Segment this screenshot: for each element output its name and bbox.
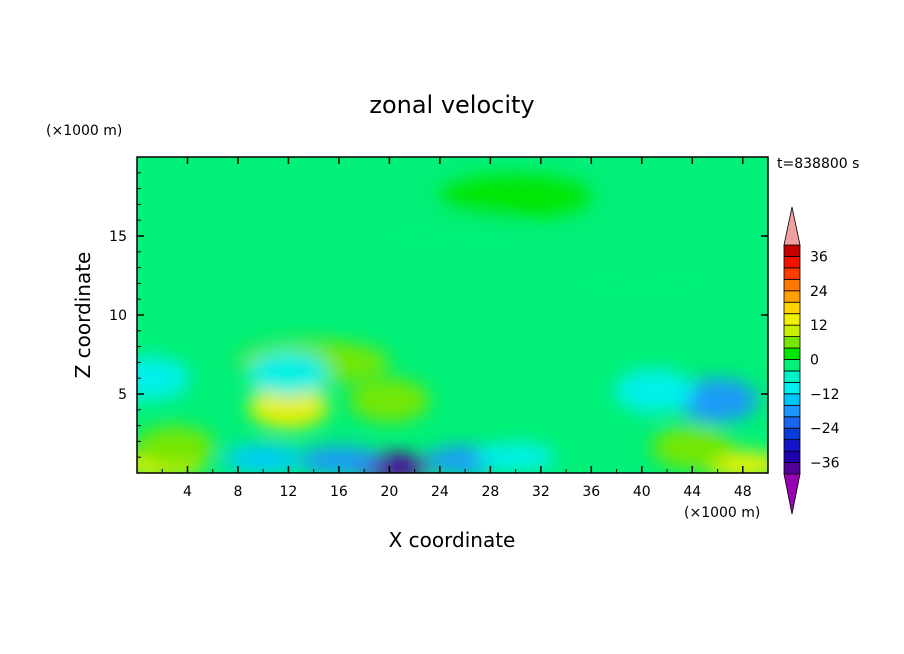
- field-region: [222, 444, 304, 473]
- colorbar-segment: [783, 359, 801, 372]
- x-tick-label: 20: [380, 484, 398, 500]
- colorbar-segment: [783, 381, 801, 395]
- time-label: t=838800 s: [777, 156, 859, 172]
- colorbar-tick-label: −24: [810, 421, 840, 437]
- colorbar-tick-label: 0: [810, 353, 819, 369]
- field-region: [137, 356, 190, 401]
- x-tick-label: 36: [582, 484, 600, 500]
- colorbar: 36 24 12 0 −12 −24 −36: [783, 206, 840, 515]
- colorbar-segment: [783, 427, 801, 441]
- colorbar-segment: [783, 416, 801, 429]
- field-region: [439, 174, 592, 219]
- y-axis-label: Z coordinate: [71, 252, 95, 379]
- colorbar-segment: [783, 256, 801, 269]
- colorbar-segment: [783, 462, 801, 475]
- colorbar-tick-label: −36: [810, 456, 840, 472]
- colorbar-tick-label: 36: [810, 249, 828, 265]
- colorbar-segment: [783, 278, 801, 292]
- colorbar-segment: [783, 439, 801, 452]
- field-region: [614, 368, 695, 413]
- colorbar-tick-label: 12: [810, 318, 828, 334]
- x-tick-label: 48: [734, 484, 752, 500]
- colorbar-tick-label: −12: [810, 387, 840, 403]
- x-tick-label: 16: [330, 484, 348, 500]
- chart-title: zonal velocity: [369, 91, 534, 119]
- x-tick-label: 44: [683, 484, 701, 500]
- colorbar-tick-label: 24: [810, 284, 828, 300]
- field-region: [248, 384, 329, 429]
- x-axis: 4 8 12 16 20 24 28 32 36 40 44 48: [161, 157, 752, 500]
- field-region: [349, 378, 430, 423]
- colorbar-segment: [783, 450, 801, 463]
- y-tick-label: 5: [118, 387, 127, 403]
- field-region: [298, 446, 380, 473]
- x-axis-label: X coordinate: [389, 528, 516, 552]
- colorbar-segment: [783, 324, 801, 337]
- x-tick-label: 12: [280, 484, 298, 500]
- field-region: [677, 378, 758, 423]
- x-tick-label: 40: [633, 484, 651, 500]
- colorbar-segment: [783, 244, 801, 257]
- x-tick-label: 8: [233, 484, 242, 500]
- velocity-field: [137, 157, 768, 473]
- colorbar-extend-high: [783, 206, 801, 246]
- colorbar-segment: [783, 393, 801, 406]
- y-unit-label: (×1000 m): [46, 123, 122, 139]
- colorbar-segment: [783, 267, 801, 280]
- colorbar-segment: [783, 313, 801, 326]
- x-tick-label: 28: [481, 484, 499, 500]
- field-background: [137, 157, 768, 473]
- colorbar-segment: [783, 347, 801, 360]
- colorbar-extend-low: [783, 473, 801, 515]
- field-region: [566, 261, 718, 306]
- x-tick-label: 24: [431, 484, 449, 500]
- colorbar-segment: [783, 370, 801, 383]
- field-region: [651, 425, 733, 470]
- x-tick-label: 32: [532, 484, 550, 500]
- x-unit-label: (×1000 m): [684, 505, 760, 521]
- field-region: [376, 213, 529, 259]
- colorbar-segment: [783, 404, 801, 418]
- field-region: [475, 442, 556, 472]
- colorbar-segment: [783, 336, 801, 349]
- y-axis: 5 10 15: [109, 172, 768, 458]
- field-region: [137, 425, 216, 470]
- field-region: [248, 351, 329, 396]
- colorbar-segment: [783, 301, 801, 315]
- x-tick-label: 4: [183, 484, 192, 500]
- y-tick-label: 15: [109, 229, 127, 245]
- y-tick-label: 10: [109, 308, 127, 324]
- colorbar-segment: [783, 290, 801, 303]
